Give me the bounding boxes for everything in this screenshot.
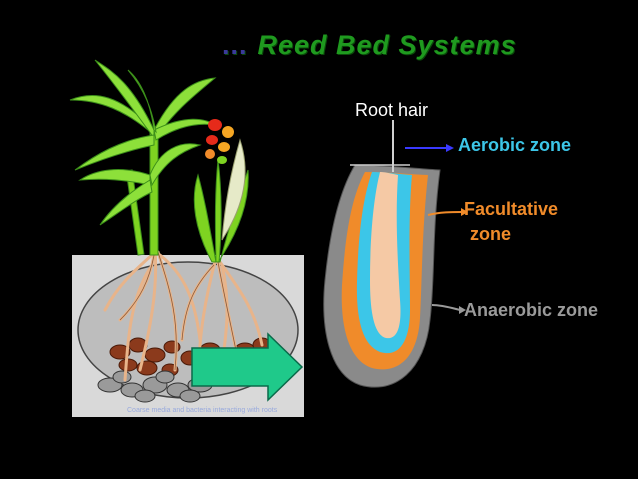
title-prefix: ... (222, 30, 248, 60)
page-title: ... Reed Bed Systems (222, 30, 517, 61)
label-aerobic-zone: Aerobic zone (458, 135, 572, 155)
gravel (97, 370, 213, 403)
title-text: Reed Bed Systems (257, 30, 517, 60)
reed-plant-icon (69, 59, 217, 256)
root-core (370, 172, 401, 339)
label-facultative-line1: Facultative (464, 199, 559, 219)
facultative-pointer (427, 211, 463, 216)
label-root-hair: Root hair (355, 100, 429, 120)
flow-arrow-icon (191, 332, 304, 402)
anaerobic-pointer (431, 304, 461, 311)
root-zones-diagram (323, 120, 468, 388)
label-facultative-line2: zone (470, 224, 512, 244)
reed-bed-panel (72, 248, 304, 417)
flower-icon (205, 119, 234, 164)
label-anaerobic-zone: Anaerobic zone (464, 300, 599, 320)
flowering-plant-icon (193, 119, 249, 263)
media-caption: Coarse media and bacteria interacting wi… (127, 407, 278, 414)
